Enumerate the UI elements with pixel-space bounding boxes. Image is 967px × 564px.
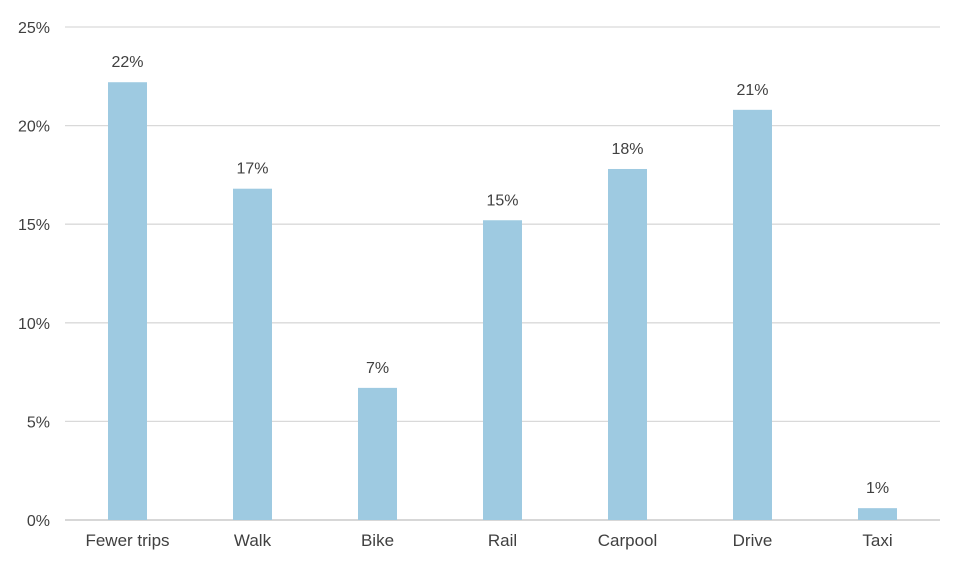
bar <box>608 168 647 520</box>
data-label: 7% <box>366 360 389 377</box>
x-axis-ticks: Fewer trips Walk Bike Rail Carpool Drive Taxi <box>85 531 892 550</box>
bar <box>858 508 897 520</box>
data-label: 15% <box>486 192 518 209</box>
x-tick-label: Fewer trips <box>85 531 169 550</box>
data-label: 21% <box>736 82 768 99</box>
x-tick-label: Carpool <box>598 531 658 550</box>
data-label: 17% <box>236 161 268 178</box>
bar <box>233 188 272 521</box>
y-tick-label: 15% <box>18 217 50 234</box>
y-tick-label: 20% <box>18 119 50 136</box>
data-label: 22% <box>111 54 143 71</box>
x-tick-label: Rail <box>488 531 517 550</box>
y-axis-ticks: 0% 5% 10% 15% 20% 25% <box>18 20 50 530</box>
x-tick-label: Taxi <box>862 531 892 550</box>
y-tick-label: 25% <box>18 20 50 37</box>
x-tick-label: Walk <box>234 531 272 550</box>
data-label: 18% <box>611 141 643 158</box>
x-tick-label: Drive <box>733 531 773 550</box>
bar <box>483 220 522 521</box>
x-tick-label: Bike <box>361 531 394 550</box>
y-tick-label: 0% <box>27 513 50 530</box>
data-label: 1% <box>866 480 889 497</box>
bar <box>108 82 147 520</box>
bars <box>108 82 897 521</box>
data-labels: 22% 17% 7% 15% 18% 21% 1% <box>111 54 889 497</box>
bar <box>733 109 772 520</box>
y-tick-label: 5% <box>27 414 50 431</box>
y-tick-label: 10% <box>18 316 50 333</box>
bar <box>358 387 397 520</box>
